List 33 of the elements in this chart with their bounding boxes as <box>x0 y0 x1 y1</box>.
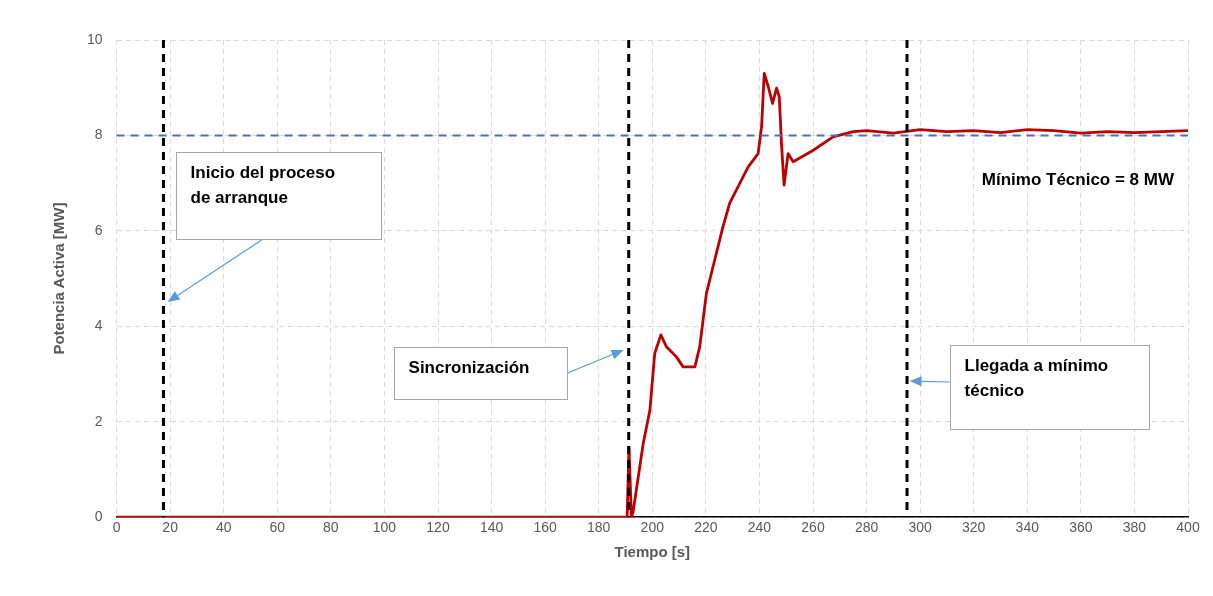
x-tick-label: 20 <box>162 519 179 536</box>
x-tick-label: 200 <box>640 519 665 536</box>
x-tick-label: 40 <box>215 519 232 536</box>
x-tick-label: 160 <box>533 519 558 536</box>
text-box: Sincronización <box>393 347 568 400</box>
y-tick-label: 10 <box>86 30 103 47</box>
x-tick-label: 180 <box>587 519 611 536</box>
text-box: Llegada a mínimo técnico <box>949 345 1150 430</box>
x-tick-label: 100 <box>372 519 397 536</box>
y-tick-label: 8 <box>94 126 103 143</box>
x-tick-label: 140 <box>479 519 504 536</box>
x-tick-label: 0 <box>112 519 121 536</box>
x-tick-label: 260 <box>801 519 825 536</box>
y-tick-label: 4 <box>94 317 103 334</box>
y-tick-label: 6 <box>94 221 103 238</box>
ref-line-label: Mínimo Técnico = 8 MW <box>981 170 1175 190</box>
x-tick-label: 120 <box>426 519 450 536</box>
y-tick-label: 0 <box>94 508 103 525</box>
x-tick-label: 300 <box>908 519 933 536</box>
x-tick-label: 280 <box>854 519 879 536</box>
x-tick-label: 340 <box>1015 519 1040 536</box>
x-tick-label: 400 <box>1176 519 1200 536</box>
x-tick-label: 360 <box>1069 519 1093 536</box>
x-tick-label: 320 <box>962 519 986 536</box>
x-tick-label: 60 <box>269 519 286 536</box>
x-tick-label: 380 <box>1122 519 1147 536</box>
text-box: Inicio del proceso de arranque <box>175 152 382 240</box>
x-tick-label: 80 <box>323 519 339 536</box>
y-axis-title: Potencia Activa [MW] <box>50 202 68 355</box>
x-tick-label: 240 <box>747 519 772 536</box>
x-tick-label: 220 <box>694 519 718 536</box>
y-tick-label: 2 <box>94 412 103 429</box>
x-axis-title: Tiempo [s] <box>614 543 691 561</box>
